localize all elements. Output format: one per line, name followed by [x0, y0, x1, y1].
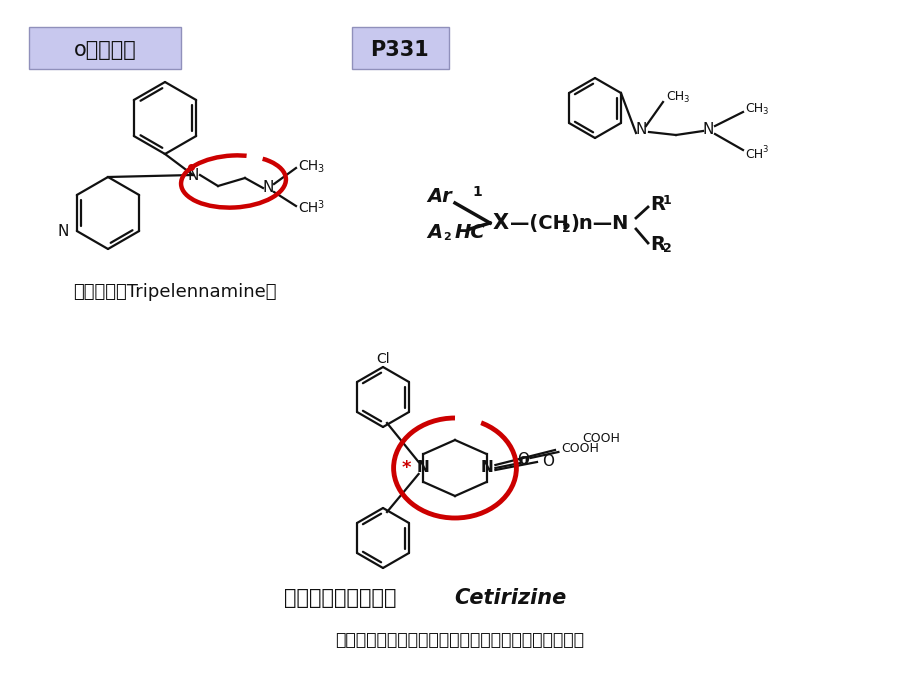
Text: *: *	[402, 459, 411, 477]
Text: 1: 1	[663, 195, 671, 208]
Text: 3: 3	[761, 146, 766, 155]
Text: X: X	[493, 213, 508, 233]
Text: 3: 3	[317, 200, 323, 210]
Text: N: N	[57, 224, 69, 239]
Text: COOH: COOH	[561, 442, 598, 455]
FancyBboxPatch shape	[29, 27, 181, 69]
Text: 见效快，效果强，而且作用时间最长，非镇静，第二代: 见效快，效果强，而且作用时间最长，非镇静，第二代	[335, 631, 584, 649]
Text: Cl: Cl	[376, 352, 390, 366]
Text: A: A	[426, 224, 441, 242]
Text: 2: 2	[663, 242, 671, 255]
Text: —(CH: —(CH	[509, 213, 568, 233]
Text: HC: HC	[455, 224, 485, 242]
Text: 3: 3	[761, 108, 766, 117]
Text: 2: 2	[562, 221, 570, 235]
Text: COOH: COOH	[582, 431, 619, 444]
Text: O: O	[516, 453, 528, 468]
Text: CH: CH	[298, 201, 318, 215]
Text: N: N	[635, 123, 646, 137]
Text: 1: 1	[471, 185, 482, 199]
Text: R: R	[650, 195, 664, 215]
Text: CH: CH	[665, 90, 684, 103]
FancyBboxPatch shape	[352, 27, 448, 69]
Text: N: N	[262, 181, 273, 195]
Text: 曲呆那敏（Tripelennamine）: 曲呆那敏（Tripelennamine）	[74, 283, 277, 301]
Text: Ar: Ar	[426, 188, 451, 206]
Text: 3: 3	[682, 95, 687, 104]
Text: o乙二胺类: o乙二胺类	[74, 40, 136, 60]
Text: 3: 3	[317, 164, 323, 174]
Text: N: N	[701, 123, 713, 137]
Text: o: o	[517, 453, 528, 467]
Text: N: N	[187, 168, 199, 182]
Text: CH: CH	[744, 148, 762, 161]
Text: )n—N: )n—N	[570, 213, 628, 233]
Text: CH: CH	[298, 159, 318, 173]
Text: 西替利嘀（仙特明）: 西替利嘀（仙特明）	[283, 588, 396, 608]
Text: P331: P331	[370, 40, 429, 60]
Text: Cetirizine: Cetirizine	[453, 588, 565, 608]
Text: 2: 2	[443, 232, 450, 242]
Text: N: N	[415, 460, 428, 475]
Text: R: R	[650, 235, 664, 255]
Text: CH: CH	[744, 101, 762, 115]
Text: O: O	[541, 453, 553, 469]
Text: N: N	[481, 460, 494, 475]
